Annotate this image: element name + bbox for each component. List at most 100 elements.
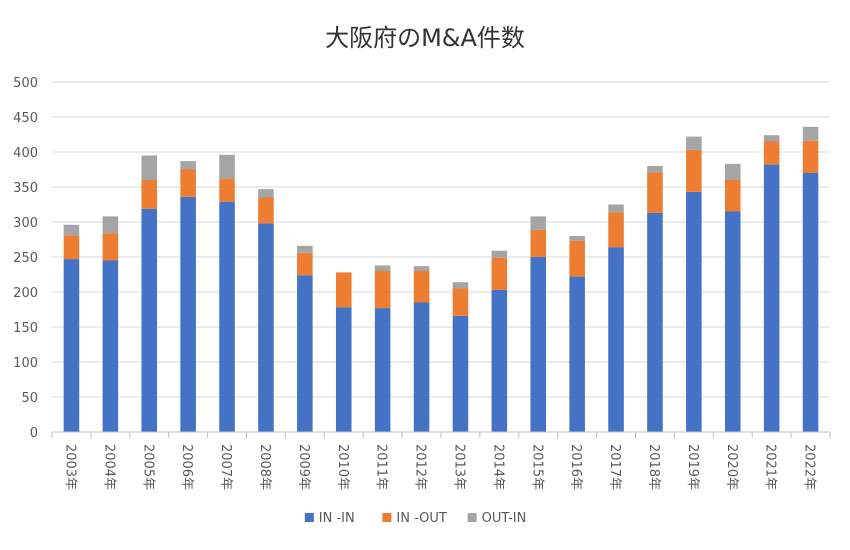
bar-segment-in-in-3 <box>180 196 196 432</box>
bar-segment-out-in-4 <box>219 154 235 179</box>
bar-segment-in-out-10 <box>452 288 469 316</box>
bar-segment-in-out-15 <box>647 172 663 213</box>
y-tick-label: 200 <box>13 286 38 301</box>
bar-segment-out-in-17 <box>724 163 741 180</box>
x-tick-label: 2004年 <box>101 444 116 490</box>
chart-title: 大阪府のM&A件数 <box>325 24 525 52</box>
x-tick-label: 2011年 <box>374 444 389 490</box>
x-tick-label: 2005年 <box>140 444 155 490</box>
bar-segment-out-in-1 <box>102 216 119 234</box>
bar-segment-in-in-4 <box>219 201 235 432</box>
legend-swatch <box>467 513 477 522</box>
gridlines <box>52 81 830 398</box>
bar-segment-in-out-6 <box>297 252 313 276</box>
bar-segment-in-in-16 <box>686 191 702 432</box>
x-tick-label: 2007年 <box>218 444 233 490</box>
y-tick-label: 500 <box>13 76 38 91</box>
x-tick-label: 2020年 <box>724 444 739 490</box>
bar-segment-in-out-17 <box>724 180 741 212</box>
bar-segment-out-in-10 <box>452 282 469 289</box>
y-tick-label: 100 <box>13 356 38 371</box>
bar-segment-out-in-14 <box>608 204 624 213</box>
bar-segment-in-out-1 <box>102 233 119 261</box>
bar-segment-in-out-7 <box>335 272 352 308</box>
bar-segment-in-in-11 <box>491 289 508 432</box>
bar-segment-in-in-19 <box>802 173 819 432</box>
bar-segment-in-in-0 <box>63 259 80 432</box>
x-tick-label: 2016年 <box>568 444 583 490</box>
bar-segment-in-in-5 <box>258 223 274 432</box>
bar-segment-out-in-15 <box>647 166 663 173</box>
x-tick-label: 2013年 <box>451 444 466 490</box>
y-tick-label: 400 <box>13 146 38 161</box>
x-tick-label: 2021年 <box>763 444 778 490</box>
bar-segment-out-in-12 <box>530 216 547 230</box>
x-tick-label: 2008年 <box>257 444 272 490</box>
bar-segment-in-out-8 <box>374 271 391 309</box>
bar-segment-out-in-2 <box>141 155 158 180</box>
bar-segment-in-out-9 <box>413 271 430 303</box>
legend-label: IN -OUT <box>396 511 446 526</box>
bar-segment-in-out-5 <box>258 197 274 224</box>
bar-segment-in-in-13 <box>569 276 585 432</box>
bar-segment-in-in-9 <box>413 302 430 432</box>
bar-segment-in-in-7 <box>335 307 352 432</box>
y-axis-tick-labels: 0 50 100 150 200 250 300 350 400 450 500 <box>13 76 38 441</box>
y-tick-label: 300 <box>13 216 38 231</box>
bar-segment-in-in-10 <box>452 315 469 432</box>
x-tick-label: 2006年 <box>179 444 194 490</box>
bar-segment-in-in-12 <box>530 257 547 432</box>
y-tick-label: 0 <box>30 426 38 441</box>
bar-segment-out-in-0 <box>63 224 80 236</box>
bar-segment-in-out-2 <box>141 180 158 209</box>
x-tick-label: 2022年 <box>802 444 817 490</box>
legend: IN -IN IN -OUT OUT-IN <box>304 511 527 526</box>
bar-segment-out-in-18 <box>763 135 780 142</box>
bar-segment-out-in-6 <box>297 245 313 253</box>
bar-segment-in-in-14 <box>608 247 624 432</box>
x-tick-label: 2010年 <box>335 444 350 490</box>
bar-segment-out-in-8 <box>374 265 391 271</box>
bar-segment-in-out-13 <box>569 240 585 277</box>
bar-segment-in-out-16 <box>686 149 702 192</box>
bar-segment-in-in-1 <box>102 260 119 432</box>
bar-segment-out-in-11 <box>491 250 508 258</box>
x-tick-label: 2017年 <box>607 444 622 490</box>
bar-segment-out-in-19 <box>802 126 819 141</box>
bar-segment-out-in-5 <box>258 189 274 198</box>
legend-swatch <box>304 513 314 522</box>
x-tick-label: 2012年 <box>413 444 428 490</box>
y-tick-label: 350 <box>13 181 38 196</box>
bar-segment-out-in-9 <box>413 266 430 271</box>
bar-segment-in-in-18 <box>763 164 780 432</box>
bar-segment-in-out-3 <box>180 169 196 197</box>
bar-segment-in-in-8 <box>374 308 391 432</box>
bar-segment-in-out-12 <box>530 229 547 257</box>
bar-segment-in-out-18 <box>763 141 780 165</box>
y-tick-label: 250 <box>13 251 38 266</box>
bar-segment-in-out-4 <box>219 178 235 202</box>
bar-segment-in-in-6 <box>297 275 313 432</box>
legend-label: OUT-IN <box>482 511 527 526</box>
x-tick-label: 2019年 <box>685 444 700 490</box>
x-tick-label: 2003年 <box>62 444 77 490</box>
bar-segment-out-in-13 <box>569 236 585 241</box>
y-tick-label: 50 <box>21 391 38 406</box>
y-tick-label: 150 <box>13 321 38 336</box>
x-tick-label: 2018年 <box>646 444 661 490</box>
legend-label: IN -IN <box>319 511 355 526</box>
bar-segment-in-out-14 <box>608 212 624 248</box>
bar-segment-out-in-3 <box>180 161 196 170</box>
bar-segment-out-in-16 <box>686 136 702 150</box>
x-tick-label: 2014年 <box>490 444 505 490</box>
bar-segment-in-in-17 <box>724 211 741 432</box>
x-axis-tick-labels: 2003年 2004年 2005年 2006年 2007年 2008年 2009年 2010年… <box>51 432 831 490</box>
bar-segment-in-out-11 <box>491 257 508 290</box>
legend-swatch <box>382 513 392 522</box>
y-tick-label: 450 <box>13 111 38 126</box>
bar-segment-in-in-2 <box>141 208 158 432</box>
x-tick-label: 2015年 <box>529 444 544 490</box>
bar-segment-in-out-19 <box>802 140 819 173</box>
bar-segment-in-out-0 <box>63 235 80 260</box>
